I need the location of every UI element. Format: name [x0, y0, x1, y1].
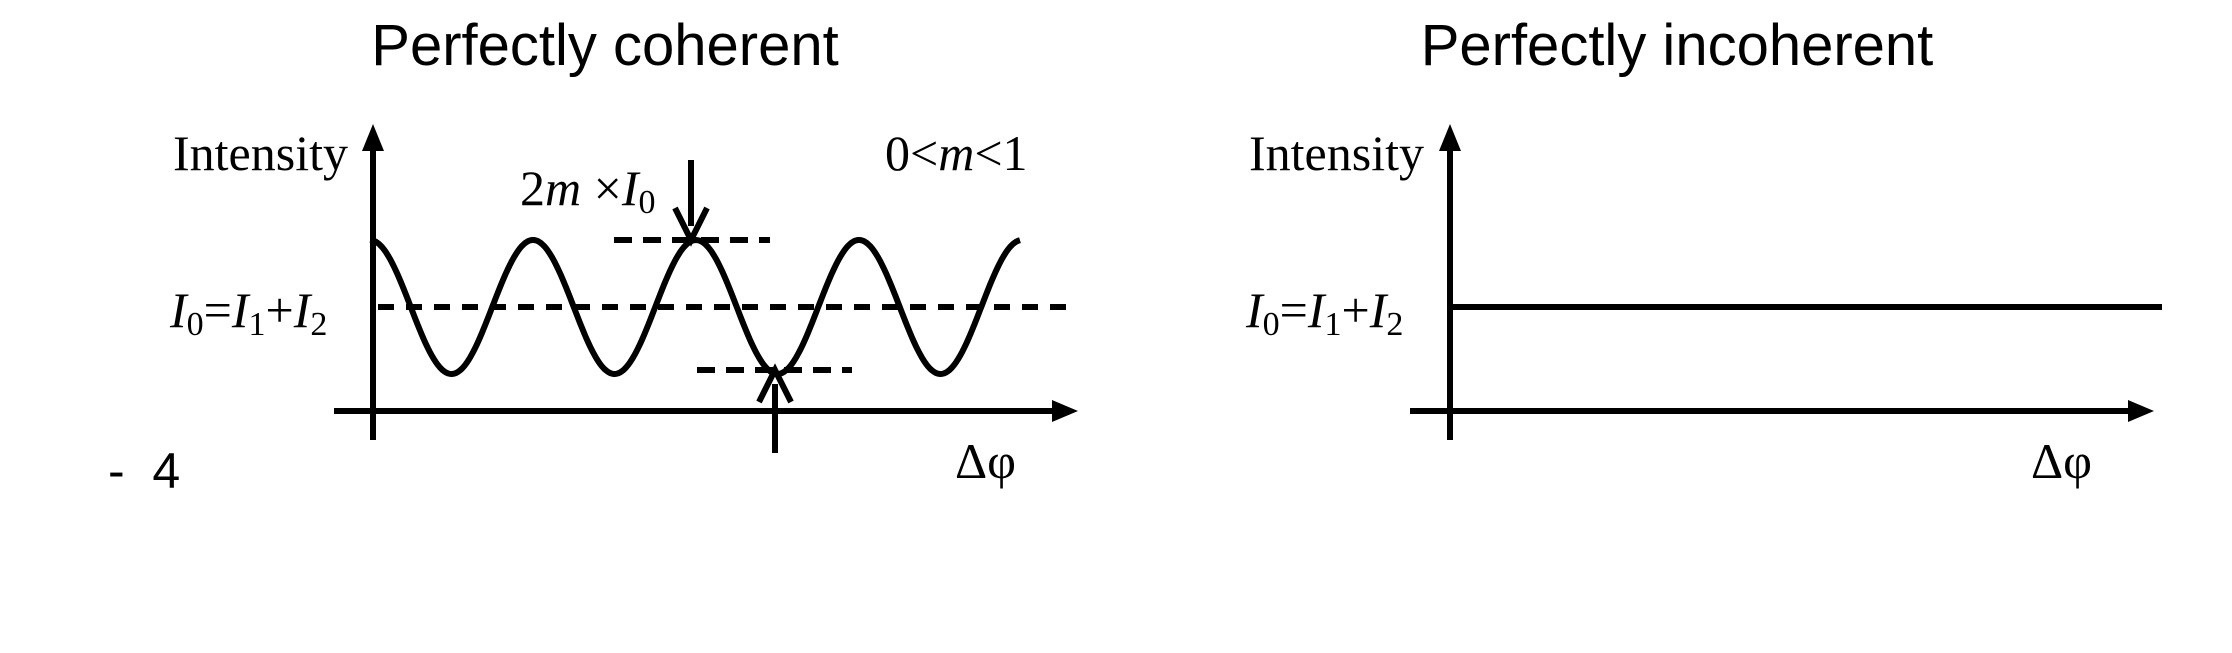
coherent-x-axis-label: Δφ: [955, 433, 1016, 489]
incoherent-y-axis-label: Intensity: [1249, 125, 1424, 181]
coherent-y-axis-arrowhead: [362, 124, 384, 151]
max-arrow-head-icon: [672, 206, 710, 247]
coherent-panel: Perfectly coherent Intensity Δφ I0=I1+I2…: [169, 13, 1078, 489]
modulation-condition-label: 0<m<1: [885, 125, 1028, 181]
incoherent-x-axis-arrowhead: [2128, 400, 2154, 422]
min-arrow-head-icon: [756, 363, 794, 404]
coherent-title: Perfectly coherent: [371, 13, 838, 78]
coherent-x-axis-arrowhead: [1052, 400, 1078, 422]
incoherent-panel: Perfectly incoherent Intensity Δφ I0=I1+…: [1245, 13, 2162, 489]
incoherent-y-axis-arrowhead: [1439, 124, 1461, 151]
coherent-intensity-curve: [369, 237, 1021, 377]
page-number: - 4: [108, 443, 180, 499]
amplitude-label: 2m ×I0: [520, 160, 655, 221]
coherent-mean-level-label: I0=I1+I2: [169, 282, 327, 343]
coherent-y-axis-label: Intensity: [173, 125, 348, 181]
incoherent-title: Perfectly incoherent: [1421, 13, 1934, 78]
incoherent-mean-level-label: I0=I1+I2: [1245, 282, 1403, 343]
incoherent-x-axis-label: Δφ: [2031, 433, 2092, 489]
